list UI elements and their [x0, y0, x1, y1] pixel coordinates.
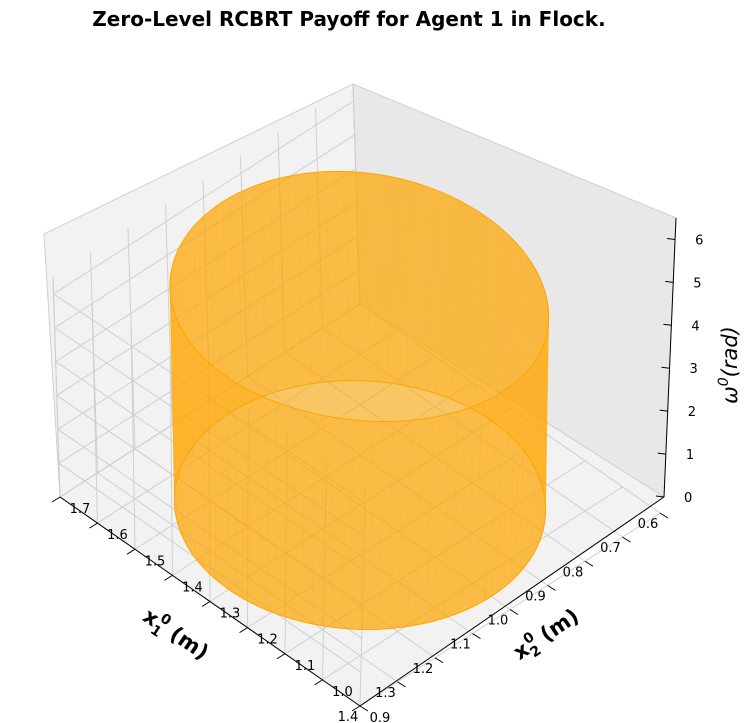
x-tick-mark	[359, 705, 369, 712]
x-tick-mark	[397, 681, 406, 688]
y-tick-label: 0.9	[370, 711, 391, 723]
z-tick-label: 6	[695, 233, 703, 248]
z-tick-mark	[663, 323, 672, 326]
surface-cap-bottom	[173, 380, 547, 630]
y-tick-mark	[51, 496, 61, 503]
grid-line	[52, 276, 61, 498]
z-tick-label: 0	[684, 491, 692, 506]
cylinder-surface	[169, 170, 550, 630]
x-tick-label: 1.2	[413, 662, 434, 677]
grid-line	[53, 100, 354, 295]
y-tick-label: 1.2	[257, 633, 278, 648]
y-tick-mark	[276, 653, 286, 660]
chart-title: Zero-Level RCBRT Payoff for Agent 1 in F…	[92, 7, 605, 31]
z-tick-mark	[665, 280, 674, 283]
x-tick-label: 1.0	[488, 614, 509, 629]
y-tick-mark	[314, 679, 323, 686]
grid-line	[91, 303, 98, 524]
grid-line	[169, 355, 173, 576]
y-tick-label: 1.5	[145, 554, 166, 569]
x-tick-label: 0.8	[563, 565, 584, 580]
x-tick-label: 0.9	[525, 589, 546, 604]
y-tick-label: 1.3	[220, 607, 241, 622]
z-tick-mark	[659, 409, 668, 412]
x-tick-label: 1.3	[375, 686, 396, 701]
z-tick-label: 3	[690, 362, 698, 377]
y-tick-mark	[239, 627, 248, 634]
x-tick-mark	[622, 536, 631, 543]
y-axis-line	[359, 496, 665, 707]
x-tick-mark	[584, 560, 594, 567]
x-tick-label: 0.7	[600, 541, 621, 556]
z-tick-label: 2	[688, 405, 696, 420]
x-axis-label: x10 (m)	[136, 602, 214, 669]
y-tick-label: 1.6	[107, 528, 128, 543]
y-ticks: 0.9 1.0 1.1 1.2 1.3 1.4 1.5 1.6 1.7	[51, 496, 391, 723]
z-tick-mark	[657, 452, 666, 455]
y-tick-mark	[164, 574, 173, 581]
y-tick-mark	[201, 601, 211, 607]
y-axis-label: x20 (m)	[508, 602, 586, 669]
grid-line	[130, 329, 136, 550]
y-tick-label: 1.7	[70, 502, 91, 517]
y-tick-label: 1.4	[182, 580, 203, 595]
z-axis-label: ω0(rad)	[716, 326, 742, 404]
z-tick-label: 4	[691, 319, 699, 334]
grid-line	[165, 204, 173, 425]
z-tick-label: 1	[686, 448, 694, 463]
z-ticks: 0 1 2 3 4 5 6	[655, 233, 703, 506]
z-tick-mark	[655, 495, 665, 498]
x-tick-label: 0.6	[638, 517, 659, 532]
z-tick-mark	[661, 366, 670, 369]
y-tick-mark	[89, 522, 98, 529]
z-tick-mark	[667, 237, 676, 240]
x-tick-label: 1.1	[450, 638, 471, 653]
y-tick-label: 1.0	[332, 685, 353, 700]
surface-cap-top	[169, 170, 550, 422]
z-axis-line	[663, 217, 677, 498]
z-tick-label: 5	[693, 276, 701, 291]
x-tick-mark	[434, 657, 444, 664]
y-tick-mark	[351, 705, 361, 712]
x-tick-mark	[659, 512, 669, 519]
x-tick-mark	[509, 609, 519, 615]
x-tick-mark	[547, 584, 556, 591]
x-ticks: 0.6 0.7 0.8 0.9 1.0 1.1 1.2 1.3 1.4	[338, 512, 669, 723]
x-tick-mark	[472, 633, 481, 640]
x-tick-label: 1.4	[338, 710, 359, 723]
y-tick-label: 1.1	[295, 659, 316, 674]
y-tick-mark	[126, 548, 136, 555]
